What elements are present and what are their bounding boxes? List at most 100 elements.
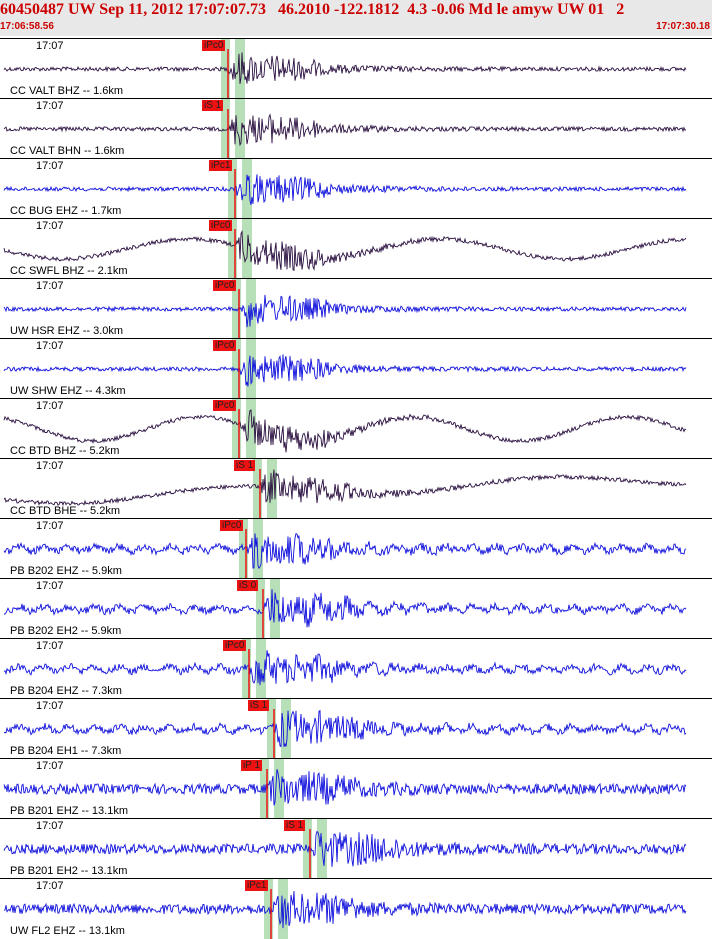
channel-label: CC BTD BHE -- 5.2km bbox=[10, 505, 121, 517]
analysis-window bbox=[235, 39, 245, 99]
time-tick-label: 17:07 bbox=[36, 280, 64, 292]
time-tick-label: 17:07 bbox=[36, 400, 64, 412]
phase-pick-label[interactable]: iPc0 bbox=[202, 40, 226, 51]
waveform-trace bbox=[3, 409, 687, 453]
waveform-trace bbox=[3, 469, 687, 507]
waveform-trace bbox=[3, 229, 687, 272]
event-header: 60450487 UW Sep 11, 2012 17:07:07.73 46.… bbox=[0, 0, 712, 36]
analysis-window bbox=[267, 699, 276, 759]
trace-panel[interactable]: 17:07 CC VALT BHN -- 1.6km iS 1 bbox=[0, 98, 712, 159]
phase-pick-label[interactable]: iPc0 bbox=[223, 640, 247, 651]
trace-panel[interactable]: 17:07 CC BTD BHZ -- 5.2km iPc0 bbox=[0, 398, 712, 459]
waveform-trace bbox=[3, 830, 687, 867]
waveform-trace bbox=[3, 769, 687, 806]
phase-pick-label[interactable]: iS 1 bbox=[248, 700, 270, 711]
event-title: 60450487 UW Sep 11, 2012 17:07:07.73 46.… bbox=[0, 1, 625, 18]
waveform-plot bbox=[3, 639, 687, 699]
analysis-window bbox=[235, 99, 245, 159]
time-tick-label: 17:07 bbox=[36, 340, 64, 352]
phase-pick-label[interactable]: iP 1 bbox=[241, 760, 263, 771]
phase-pick-label[interactable]: iPc0 bbox=[213, 400, 237, 411]
time-tick-label: 17:07 bbox=[36, 640, 64, 652]
waveform-trace bbox=[3, 174, 687, 205]
phase-pick-label[interactable]: iPc0 bbox=[209, 220, 233, 231]
waveform-plot bbox=[3, 699, 687, 759]
analysis-window bbox=[246, 399, 256, 459]
waveform-trace bbox=[3, 709, 687, 748]
analysis-window bbox=[253, 459, 262, 519]
time-tick-label: 17:07 bbox=[36, 820, 64, 832]
trace-panel[interactable]: 17:07 PB B202 EHZ -- 5.9km iPc0 bbox=[0, 518, 712, 579]
phase-pick-label[interactable]: iS 1 bbox=[202, 100, 224, 111]
analysis-window bbox=[256, 639, 266, 699]
start-time: 17:06:58.56 bbox=[0, 21, 54, 32]
waveform-plot bbox=[3, 39, 687, 99]
phase-pick-label[interactable]: iS 0 bbox=[237, 580, 259, 591]
analysis-window bbox=[246, 339, 256, 399]
phase-pick-label[interactable]: iPc1 bbox=[245, 880, 269, 891]
phase-pick-label[interactable]: iPc1 bbox=[209, 160, 233, 171]
trace-panel[interactable]: 17:07 PB B202 EH2 -- 5.9km iS 0 bbox=[0, 578, 712, 639]
analysis-window bbox=[278, 879, 288, 939]
channel-label: CC SWFL BHZ -- 2.1km bbox=[10, 265, 128, 277]
channel-label: UW SHW EHZ -- 4.3km bbox=[10, 385, 126, 397]
channel-label: CC BTD BHZ -- 5.2km bbox=[10, 445, 120, 457]
channel-label: PB B201 EH2 -- 13.1km bbox=[10, 865, 128, 877]
trace-panel[interactable]: 17:07 PB B201 EHZ -- 13.1km iP 1 bbox=[0, 758, 712, 819]
trace-panel[interactable]: 17:07 PB B204 EHZ -- 7.3km iPc0 bbox=[0, 638, 712, 699]
time-tick-label: 17:07 bbox=[36, 40, 64, 52]
waveform-plot bbox=[3, 819, 687, 879]
analysis-window bbox=[253, 519, 263, 579]
waveform-plot bbox=[3, 399, 687, 459]
waveform-trace bbox=[3, 52, 687, 84]
channel-label: PB B201 EHZ -- 13.1km bbox=[10, 805, 128, 817]
phase-pick-label[interactable]: iPc0 bbox=[213, 280, 237, 291]
channel-label: CC VALT BHZ -- 1.6km bbox=[10, 85, 124, 97]
phase-pick-label[interactable]: iPc0 bbox=[213, 340, 237, 351]
channel-label: CC VALT BHN -- 1.6km bbox=[10, 145, 125, 157]
waveform-plot bbox=[3, 99, 687, 159]
phase-pick-label[interactable]: iS 1 bbox=[234, 460, 256, 471]
trace-panel[interactable]: 17:07 CC BUG EHZ -- 1.7km iPc1 bbox=[0, 158, 712, 219]
analysis-window bbox=[274, 759, 284, 819]
channel-label: PB B202 EH2 -- 5.9km bbox=[10, 625, 122, 637]
time-tick-label: 17:07 bbox=[36, 460, 64, 472]
time-tick-label: 17:07 bbox=[36, 580, 64, 592]
channel-label: UW HSR EHZ -- 3.0km bbox=[10, 325, 124, 337]
waveform-plot bbox=[4, 579, 687, 639]
waveform-trace bbox=[3, 650, 687, 686]
waveform-plot bbox=[3, 219, 687, 279]
time-tick-label: 17:07 bbox=[36, 760, 64, 772]
waveform-trace bbox=[4, 589, 687, 628]
trace-panel[interactable]: 17:07 UW FL2 EHZ -- 13.1km iPc1 bbox=[0, 878, 712, 939]
waveform-trace bbox=[3, 113, 687, 147]
waveform-plot bbox=[3, 159, 687, 219]
trace-panel[interactable]: 17:07 PB B201 EH2 -- 13.1km iS 1 bbox=[0, 818, 712, 879]
phase-pick-label[interactable]: iPc0 bbox=[220, 520, 244, 531]
trace-panel[interactable]: 17:07 PB B204 EH1 -- 7.3km iS 1 bbox=[0, 698, 712, 759]
analysis-window bbox=[232, 399, 241, 459]
channel-label: PB B202 EHZ -- 5.9km bbox=[10, 565, 122, 577]
waveform-trace bbox=[3, 532, 687, 570]
waveform-plot bbox=[3, 339, 687, 399]
seismogram-stack: 17:07 CC VALT BHZ -- 1.6km iPc0 17:07 CC VAL… bbox=[0, 38, 712, 939]
analysis-window bbox=[228, 219, 237, 279]
trace-panel[interactable]: 17:07 UW HSR EHZ -- 3.0km iPc0 bbox=[0, 278, 712, 339]
analysis-window bbox=[221, 99, 230, 159]
phase-pick-label[interactable]: iS 1 bbox=[284, 820, 306, 831]
analysis-window bbox=[228, 159, 237, 219]
channel-label: CC BUG EHZ -- 1.7km bbox=[10, 205, 122, 217]
trace-panel[interactable]: 17:07 CC BTD BHE -- 5.2km iS 1 bbox=[0, 458, 712, 519]
waveform-plot bbox=[3, 459, 687, 519]
waveform-plot bbox=[3, 519, 687, 579]
trace-panel[interactable]: 17:07 UW SHW EHZ -- 4.3km iPc0 bbox=[0, 338, 712, 399]
time-tick-label: 17:07 bbox=[36, 220, 64, 232]
analysis-window bbox=[256, 579, 265, 639]
analysis-window bbox=[303, 819, 312, 879]
trace-panel[interactable]: 17:07 CC VALT BHZ -- 1.6km iPc0 bbox=[0, 38, 712, 99]
channel-label: PB B204 EH1 -- 7.3km bbox=[10, 745, 122, 757]
analysis-window bbox=[281, 699, 291, 759]
waveform-trace bbox=[3, 294, 687, 328]
time-tick-label: 17:07 bbox=[36, 100, 64, 112]
trace-panel[interactable]: 17:07 CC SWFL BHZ -- 2.1km iPc0 bbox=[0, 218, 712, 279]
